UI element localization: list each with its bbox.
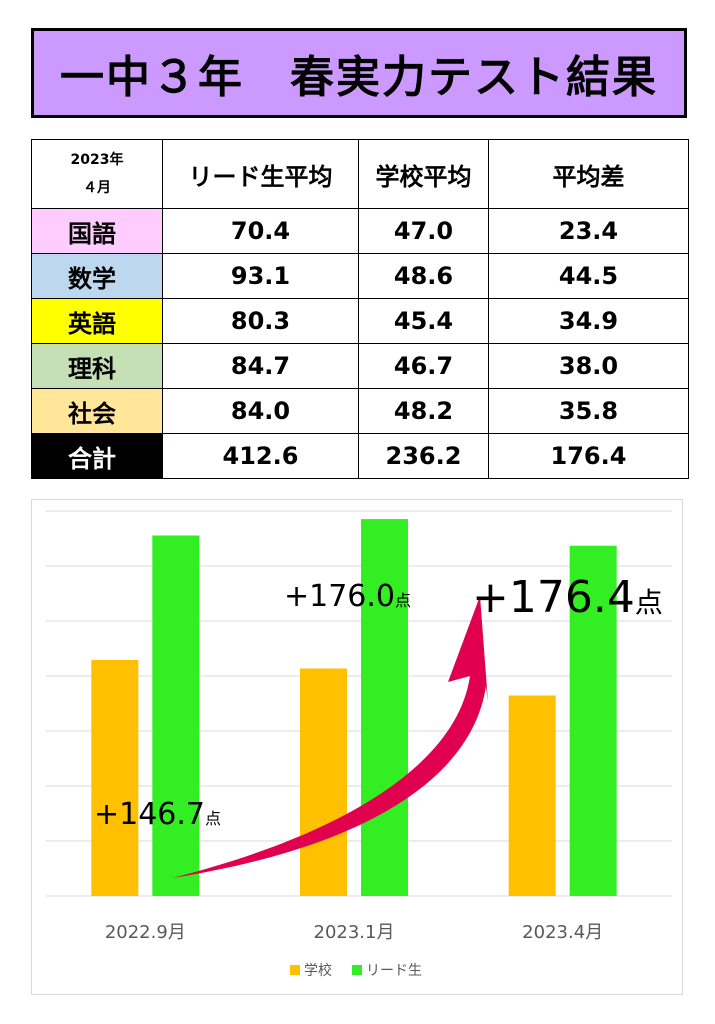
legend-label-school: 学校 bbox=[304, 962, 332, 979]
column-header-difference: 平均差 bbox=[488, 139, 689, 209]
table-row: 国語 70.4 47.0 23.4 bbox=[31, 208, 689, 254]
school-avg-cell: 48.6 bbox=[358, 253, 489, 299]
lead-bar bbox=[569, 545, 617, 896]
difference-cell: 38.0 bbox=[488, 343, 689, 389]
subject-cell: 国語 bbox=[31, 208, 163, 254]
difference-cell: 44.5 bbox=[488, 253, 689, 299]
column-header-school-avg: 学校平均 bbox=[358, 139, 489, 209]
lead-avg-cell: 84.0 bbox=[162, 388, 359, 434]
lead-bar bbox=[361, 519, 408, 896]
legend-swatch-lead bbox=[352, 965, 362, 975]
x-tick-label: 2022.9月 bbox=[105, 922, 186, 943]
table-row: 理科 84.7 46.7 38.0 bbox=[31, 343, 689, 389]
score-difference-annotation: +176.0点 bbox=[284, 579, 411, 614]
date-header-cell: 2023年 ４月 bbox=[31, 139, 163, 209]
table-row: 社会 84.0 48.2 35.8 bbox=[31, 388, 689, 434]
score-difference-annotation: +146.7点 bbox=[94, 797, 221, 832]
school-avg-cell: 47.0 bbox=[358, 208, 489, 254]
school-bar bbox=[508, 695, 556, 896]
annotation-unit: 点 bbox=[635, 586, 663, 619]
lead-avg-cell: 93.1 bbox=[162, 253, 359, 299]
difference-cell: 35.8 bbox=[488, 388, 689, 434]
lead-avg-cell: 412.6 bbox=[162, 433, 359, 479]
subject-cell: 合計 bbox=[31, 433, 163, 479]
annotation-value: +146.7 bbox=[94, 797, 205, 832]
month-label: ４月 bbox=[83, 180, 111, 196]
school-avg-cell: 46.7 bbox=[358, 343, 489, 389]
subject-cell: 理科 bbox=[31, 343, 163, 389]
legend-swatch-school bbox=[290, 965, 300, 975]
year-label: 2023年 bbox=[70, 152, 124, 168]
annotation-unit: 点 bbox=[395, 591, 411, 610]
annotation-unit: 点 bbox=[205, 809, 221, 828]
lead-avg-cell: 70.4 bbox=[162, 208, 359, 254]
table-row: 合計 412.6 236.2 176.4 bbox=[31, 433, 689, 479]
subject-cell: 社会 bbox=[31, 388, 163, 434]
table-row: 数学 93.1 48.6 44.5 bbox=[31, 253, 689, 299]
school-bar bbox=[300, 668, 347, 896]
school-avg-cell: 45.4 bbox=[358, 298, 489, 344]
school-avg-cell: 48.2 bbox=[358, 388, 489, 434]
lead-bar bbox=[152, 535, 200, 896]
subject-cell: 数学 bbox=[31, 253, 163, 299]
bar-chart-svg: 2022.9月 2023.1月 2023.4月+146.7点+176.0点 +176.… bbox=[46, 510, 672, 979]
results-table: 2023年 ４月 リード生平均 学校平均 平均差 国語 70.4 47.0 23.4 数… bbox=[31, 139, 689, 479]
difference-cell: 34.9 bbox=[488, 298, 689, 344]
table-row: 英語 80.3 45.4 34.9 bbox=[31, 298, 689, 344]
difference-cell: 23.4 bbox=[488, 208, 689, 254]
school-avg-cell: 236.2 bbox=[358, 433, 489, 479]
score-chart: 2022.9月 2023.1月 2023.4月 +146.7点 +176.0点 +176.… bbox=[31, 499, 683, 995]
score-difference-annotation: +176.4点 bbox=[472, 572, 663, 623]
annotation-value: +176.0 bbox=[284, 579, 395, 614]
table-header-row: 2023年 ４月 リード生平均 学校平均 平均差 bbox=[31, 139, 689, 209]
x-tick-label: 2023.4月 bbox=[522, 922, 603, 943]
page-title: 一中３年 春実力テスト結果 bbox=[31, 28, 687, 118]
school-bar bbox=[91, 660, 139, 896]
lead-avg-cell: 80.3 bbox=[162, 298, 359, 344]
x-tick-label: 2023.1月 bbox=[314, 922, 395, 943]
column-header-lead-avg: リード生平均 bbox=[162, 139, 359, 209]
annotation-value: +176.4 bbox=[472, 572, 635, 623]
difference-cell: 176.4 bbox=[488, 433, 689, 479]
legend-label-lead: リード生 bbox=[366, 963, 422, 979]
lead-avg-cell: 84.7 bbox=[162, 343, 359, 389]
subject-cell: 英語 bbox=[31, 298, 163, 344]
